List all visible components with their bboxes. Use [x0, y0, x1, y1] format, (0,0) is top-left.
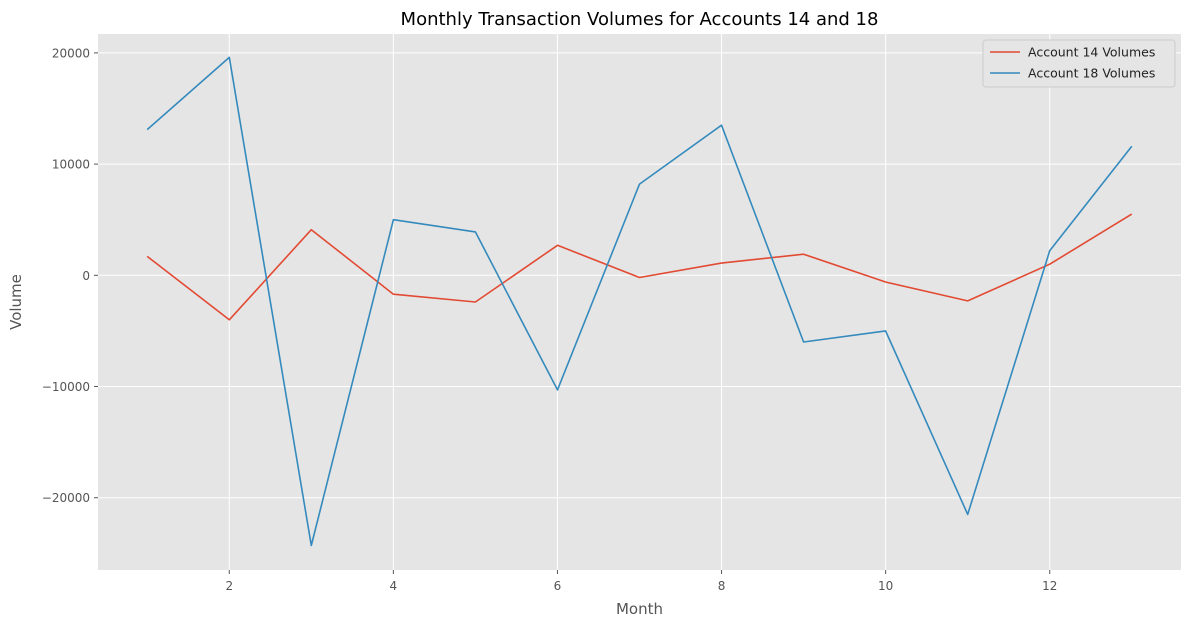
- series-layer: [146, 56, 1133, 547]
- y-tick-label: −10000: [42, 380, 90, 394]
- y-tick-label: −20000: [42, 491, 90, 505]
- tick-labels: 2 4 6 8 10 12 20000 10000 0 −10000 −20000: [42, 46, 1058, 593]
- legend-box: [982, 39, 1176, 88]
- grid-lines: [98, 34, 1181, 570]
- x-tick-label: 10: [878, 579, 893, 593]
- x-tick-label: 8: [718, 579, 726, 593]
- series-line-0: [146, 213, 1133, 321]
- y-tick-label: 10000: [52, 158, 90, 172]
- x-tick-label: 6: [554, 579, 562, 593]
- y-tick-label: 0: [82, 269, 90, 283]
- x-tick-label: 12: [1042, 579, 1057, 593]
- plot-area: [98, 34, 1181, 570]
- x-tick-label: 2: [225, 579, 233, 593]
- chart-title: Monthly Transaction Volumes for Accounts…: [401, 9, 879, 30]
- x-tick-label: 4: [390, 579, 398, 593]
- legend: Account 14 Volumes Account 18 Volumes: [982, 39, 1176, 88]
- x-axis-label: Month: [616, 600, 663, 618]
- series-line-1: [146, 56, 1133, 547]
- legend-label-account-14: Account 14 Volumes: [1028, 45, 1155, 60]
- legend-label-account-18: Account 18 Volumes: [1028, 66, 1155, 81]
- y-tick-label: 20000: [52, 46, 90, 60]
- y-axis-label: Volume: [7, 274, 25, 330]
